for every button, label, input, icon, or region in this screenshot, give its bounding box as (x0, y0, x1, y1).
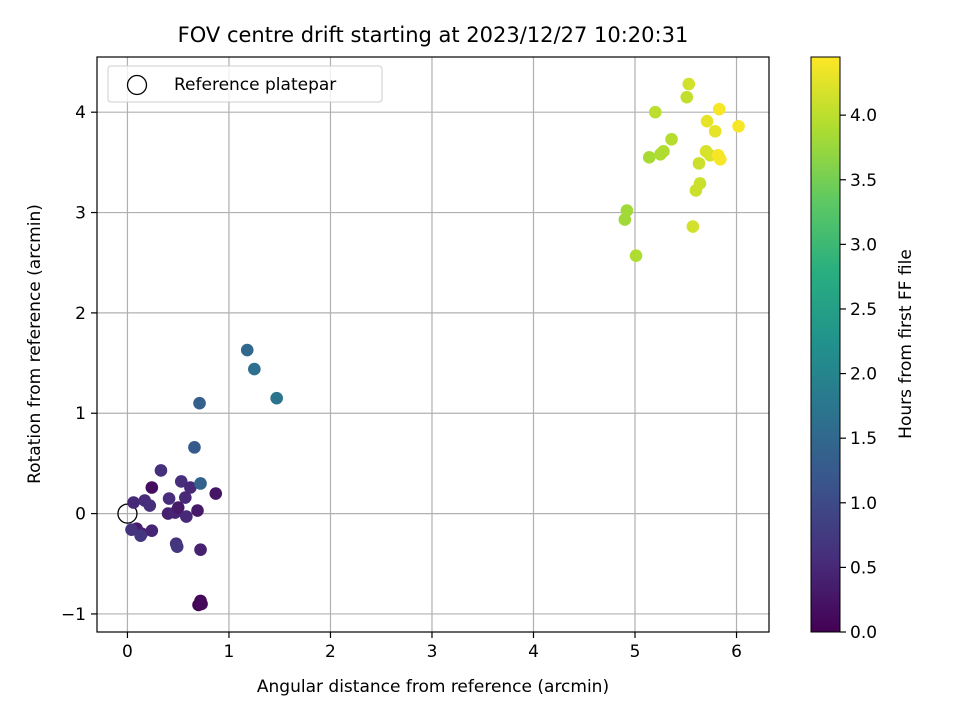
data-point (713, 153, 727, 166)
data-point (193, 396, 206, 410)
colorbar-tick-label: 2.5 (850, 300, 877, 320)
legend-reference-marker (126, 74, 148, 96)
y-tick-label: 1 (75, 404, 86, 424)
data-point (170, 540, 184, 554)
data-point (184, 481, 197, 494)
colorbar-tick-label: 3.5 (850, 171, 877, 191)
colorbar-label: Hours from first FF file (896, 249, 916, 439)
data-point (154, 464, 168, 477)
colorbar-ticks: 0.0 0.5 1.0 1.5 2.0 2.5 3.0 3.5 4.0 (840, 106, 877, 643)
data-point (188, 441, 201, 454)
data-point (620, 204, 634, 217)
data-point (145, 481, 159, 494)
colorbar-tick-label: 1.5 (850, 429, 877, 449)
data-point (194, 543, 207, 557)
plot-frame (96, 56, 770, 633)
data-point (692, 157, 706, 170)
data-point (174, 475, 188, 488)
data-point (240, 343, 254, 357)
data-point (209, 487, 223, 500)
x-axis-ticks: 0 1 2 3 4 5 6 (122, 632, 742, 662)
grid-lines (97, 57, 769, 632)
data-point (194, 477, 207, 490)
data-point (712, 102, 726, 116)
data-point (665, 132, 678, 146)
colorbar-tick-label: 2.0 (850, 365, 877, 385)
data-point (248, 362, 261, 376)
data-points (125, 77, 745, 612)
y-axis-ticks: −1 0 1 2 3 4 (61, 103, 97, 625)
x-tick-label: 6 (731, 642, 742, 662)
colorbar-tick-label: 0.0 (850, 623, 877, 643)
legend: Reference platepar (107, 65, 383, 103)
data-point (642, 151, 656, 164)
x-tick-label: 0 (122, 642, 133, 662)
data-point (693, 177, 707, 190)
chart-title: FOV centre drift starting at 2023/12/27 … (178, 23, 689, 47)
colorbar-tick-label: 4.0 (850, 106, 877, 126)
x-axis-label: Angular distance from reference (arcmin) (257, 677, 609, 697)
y-tick-label: 0 (75, 505, 86, 525)
colorbar-tick-label: 3.0 (850, 235, 877, 255)
data-point (629, 249, 643, 262)
data-point (191, 504, 204, 517)
data-point (657, 145, 670, 158)
data-point (682, 77, 696, 91)
data-point (708, 124, 722, 138)
x-tick-label: 2 (325, 642, 336, 662)
data-point (732, 119, 745, 133)
y-axis-label: Rotation from reference (arcmin) (25, 204, 45, 484)
data-point (143, 499, 157, 512)
y-tick-label: −1 (61, 605, 86, 625)
legend-entry-label: Reference platepar (174, 75, 336, 95)
data-point (180, 510, 193, 523)
x-tick-label: 1 (224, 642, 235, 662)
data-point (686, 220, 700, 233)
data-point (171, 501, 185, 514)
data-point (195, 597, 208, 611)
x-tick-label: 4 (528, 642, 539, 662)
legend-box (107, 65, 383, 103)
data-point (649, 105, 662, 119)
colorbar-tick-label: 0.5 (850, 558, 877, 578)
colorbar: 0.0 0.5 1.0 1.5 2.0 2.5 3.0 3.5 4.0 Hours from f… (810, 56, 916, 643)
x-tick-label: 5 (630, 642, 641, 662)
data-point (134, 529, 147, 542)
y-tick-label: 4 (75, 103, 86, 123)
colorbar-gradient (810, 56, 841, 633)
x-tick-label: 3 (427, 642, 438, 662)
data-point (145, 524, 159, 537)
y-tick-label: 2 (75, 304, 86, 324)
data-point (680, 90, 694, 104)
colorbar-tick-label: 1.0 (850, 494, 877, 514)
data-point (125, 523, 138, 536)
y-tick-label: 3 (75, 204, 86, 224)
data-point (127, 496, 140, 509)
data-point (700, 114, 714, 128)
data-point (162, 492, 176, 505)
data-point (270, 391, 283, 405)
data-point (179, 491, 192, 504)
